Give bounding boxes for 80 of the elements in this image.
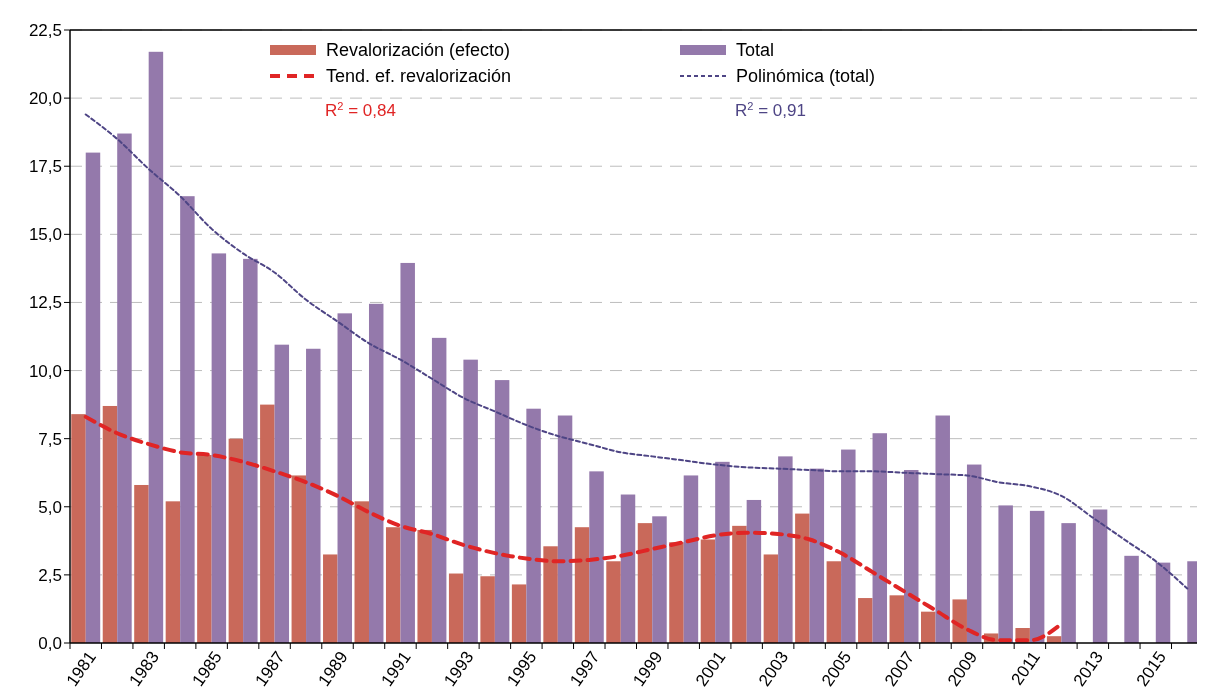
- bar: [180, 196, 195, 643]
- bar: [337, 313, 352, 643]
- bar: [809, 468, 825, 643]
- bar: [400, 262, 415, 643]
- y-tick-label: 20,0: [28, 89, 62, 109]
- bar: [1061, 523, 1076, 643]
- bar: [463, 359, 478, 643]
- bar: [841, 449, 856, 643]
- bar: [243, 258, 258, 643]
- bar: [134, 484, 149, 643]
- bar: [368, 303, 384, 643]
- bar: [211, 253, 227, 643]
- y-tick-label: 10,0: [28, 361, 62, 381]
- bar: [795, 513, 810, 643]
- bar: [652, 516, 667, 643]
- y-tick-label: 5,0: [38, 497, 62, 517]
- bar: [448, 573, 464, 643]
- bar: [354, 501, 369, 643]
- bar: [260, 404, 275, 643]
- bar: [148, 51, 164, 643]
- bar: [700, 539, 716, 643]
- bar: [1092, 509, 1108, 643]
- bar: [71, 414, 86, 643]
- bar: [228, 438, 244, 643]
- bar: [557, 415, 573, 643]
- bar: [1029, 510, 1045, 643]
- bar: [589, 471, 604, 643]
- bar: [306, 348, 321, 643]
- bar: [732, 525, 747, 643]
- bar: [826, 561, 842, 643]
- y-tick-label: 0,0: [38, 633, 62, 653]
- bar: [669, 542, 684, 643]
- bar: [291, 475, 307, 643]
- bar: [1155, 562, 1171, 643]
- annotation: R$^{2}$ = 0,84: [325, 100, 396, 120]
- bar: [385, 527, 401, 643]
- bar: [102, 405, 118, 643]
- y-tick-label: 12,5: [28, 293, 62, 313]
- bar: [620, 494, 636, 643]
- legend-label: Tend. ef. revalorización: [326, 66, 512, 87]
- bar: [543, 546, 558, 643]
- bar: [574, 527, 590, 643]
- legend-label: Polinómica (total): [736, 66, 876, 87]
- bar: [858, 598, 873, 643]
- bar: [966, 464, 982, 643]
- bar: [117, 133, 132, 643]
- bar: [952, 599, 967, 643]
- bar: [763, 554, 779, 643]
- bar: [526, 408, 541, 643]
- legend-label: Revalorización (efecto): [326, 40, 511, 61]
- bar: [921, 611, 936, 643]
- bar: [431, 337, 447, 643]
- bar: [165, 501, 181, 643]
- bar: [417, 529, 432, 643]
- legend-label: Total: [736, 40, 775, 61]
- bar: [904, 470, 919, 643]
- bar: [85, 152, 101, 643]
- bar: [511, 584, 527, 643]
- bar: [889, 595, 905, 643]
- bar: [746, 499, 762, 643]
- bar: [274, 344, 290, 643]
- bar: [935, 415, 950, 643]
- bar: [683, 475, 699, 643]
- bar: [606, 561, 621, 643]
- bar: [778, 456, 793, 643]
- y-tick-label: 22,5: [28, 20, 62, 40]
- y-tick-label: 2,5: [38, 565, 62, 585]
- bar: [494, 380, 510, 643]
- bar: [872, 433, 888, 643]
- y-tick-label: 15,0: [28, 225, 62, 245]
- bar: [197, 455, 212, 643]
- bar: [637, 523, 653, 643]
- y-tick-label: 7,5: [38, 429, 62, 449]
- bar: [1124, 555, 1139, 643]
- bar: [480, 576, 495, 643]
- bar: [998, 505, 1013, 643]
- bar: [323, 554, 338, 643]
- bar: [715, 461, 730, 643]
- y-tick-label: 17,5: [28, 157, 62, 177]
- annotation: R$^{2}$ = 0,91: [735, 100, 806, 120]
